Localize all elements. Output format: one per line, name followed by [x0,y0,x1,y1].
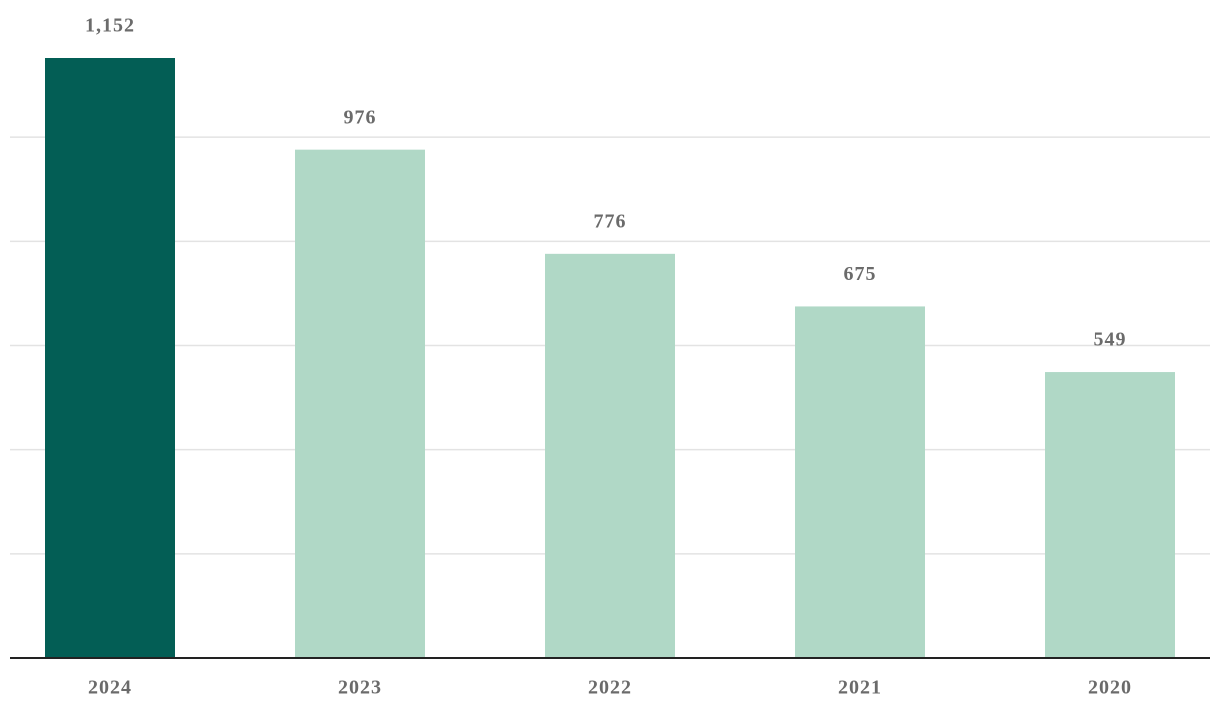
x-tick-label: 2024 [88,677,132,699]
bar [795,306,925,658]
x-tick-label: 2021 [838,677,882,699]
bar [45,58,175,658]
value-label: 1,152 [85,15,135,37]
x-tick-label: 2020 [1088,677,1132,699]
value-label: 976 [344,106,377,128]
value-label: 776 [594,210,627,232]
bar [1045,372,1175,658]
value-label: 549 [1094,329,1127,351]
x-tick-label: 2023 [338,677,382,699]
bar [545,253,675,659]
bar [295,149,425,658]
value-label: 675 [844,263,877,285]
x-tick-label: 2022 [588,677,632,699]
